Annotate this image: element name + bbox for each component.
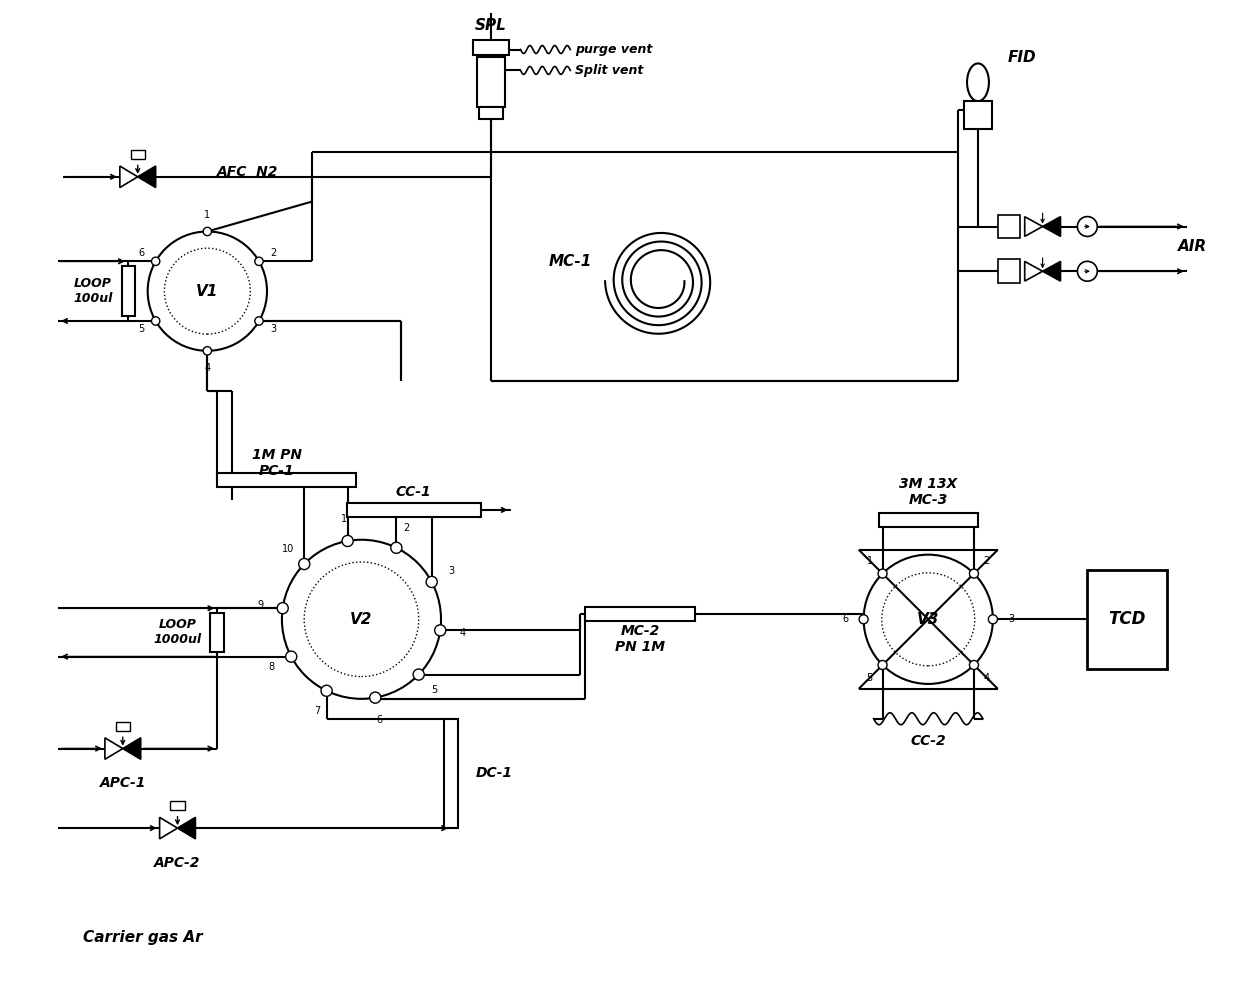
Circle shape (299, 558, 310, 570)
Text: APC-1: APC-1 (99, 777, 146, 790)
FancyBboxPatch shape (998, 214, 1019, 238)
Circle shape (255, 257, 263, 266)
Circle shape (413, 669, 424, 680)
Text: 3M 13X
MC-3: 3M 13X MC-3 (899, 477, 957, 507)
Text: 9: 9 (258, 600, 264, 611)
Text: AIR: AIR (1178, 239, 1207, 254)
Polygon shape (177, 817, 196, 839)
Text: DC-1: DC-1 (476, 767, 513, 781)
FancyBboxPatch shape (444, 718, 458, 828)
Circle shape (435, 624, 446, 636)
Circle shape (277, 603, 288, 614)
Polygon shape (105, 738, 123, 760)
FancyBboxPatch shape (211, 614, 224, 652)
Circle shape (151, 317, 160, 325)
Circle shape (321, 686, 332, 697)
Text: 3: 3 (449, 566, 454, 576)
Text: 5: 5 (138, 324, 144, 334)
Text: 6: 6 (138, 248, 144, 258)
Text: 3: 3 (270, 324, 277, 334)
Text: 2: 2 (403, 523, 409, 533)
Circle shape (151, 257, 160, 266)
Text: APC-2: APC-2 (154, 856, 201, 869)
Circle shape (285, 651, 296, 662)
FancyBboxPatch shape (585, 608, 694, 621)
FancyBboxPatch shape (346, 503, 481, 517)
Polygon shape (123, 738, 140, 760)
Text: SPL: SPL (475, 18, 507, 34)
Text: Split vent: Split vent (575, 64, 644, 77)
Circle shape (878, 660, 887, 670)
Text: 7: 7 (314, 705, 320, 716)
Circle shape (391, 542, 402, 553)
Circle shape (203, 347, 212, 355)
Text: 5: 5 (867, 673, 873, 683)
Circle shape (878, 569, 887, 578)
Text: 4: 4 (983, 673, 990, 683)
Text: 6: 6 (842, 615, 848, 624)
FancyBboxPatch shape (477, 57, 505, 107)
Text: 4: 4 (205, 363, 211, 372)
Polygon shape (1024, 216, 1043, 236)
FancyBboxPatch shape (472, 40, 508, 55)
FancyBboxPatch shape (123, 286, 134, 298)
Text: 1M PN
PC-1: 1M PN PC-1 (252, 449, 301, 478)
Polygon shape (1043, 262, 1060, 282)
Text: CC-1: CC-1 (396, 485, 432, 499)
Text: V3: V3 (918, 612, 940, 626)
FancyBboxPatch shape (1087, 569, 1167, 669)
Text: 4: 4 (459, 628, 465, 638)
FancyBboxPatch shape (122, 267, 135, 316)
Circle shape (988, 615, 997, 623)
Text: 2: 2 (983, 556, 990, 566)
Text: LOOP
100ul: LOOP 100ul (73, 278, 113, 305)
FancyBboxPatch shape (217, 473, 356, 487)
Text: 8: 8 (269, 662, 274, 672)
Circle shape (255, 317, 263, 325)
Circle shape (342, 535, 353, 546)
Text: 2: 2 (270, 248, 277, 258)
Text: FID: FID (1008, 50, 1037, 65)
Text: 1: 1 (867, 556, 873, 566)
FancyBboxPatch shape (878, 513, 978, 527)
Circle shape (427, 576, 438, 588)
Polygon shape (1024, 262, 1043, 282)
Polygon shape (138, 166, 156, 188)
Circle shape (970, 569, 978, 578)
Text: LOOP
1000ul: LOOP 1000ul (154, 618, 202, 646)
FancyBboxPatch shape (998, 259, 1019, 284)
Text: V1: V1 (196, 284, 218, 298)
Text: MC-1: MC-1 (548, 254, 591, 269)
FancyBboxPatch shape (479, 107, 502, 120)
Text: TCD: TCD (1109, 611, 1146, 628)
Text: 1: 1 (205, 209, 211, 219)
Text: 5: 5 (432, 685, 438, 695)
Circle shape (370, 692, 381, 703)
Text: CC-2: CC-2 (910, 734, 946, 748)
Text: purge vent: purge vent (575, 43, 652, 56)
Circle shape (970, 660, 978, 670)
FancyBboxPatch shape (963, 101, 992, 129)
FancyBboxPatch shape (170, 801, 185, 810)
Circle shape (203, 227, 212, 236)
Text: 1: 1 (341, 514, 347, 524)
Circle shape (859, 615, 868, 623)
Text: Carrier gas Ar: Carrier gas Ar (83, 930, 202, 945)
Text: 6: 6 (376, 714, 382, 724)
Text: V2: V2 (350, 612, 373, 626)
Text: 10: 10 (281, 543, 294, 553)
Text: AFC  N2: AFC N2 (217, 165, 279, 179)
FancyBboxPatch shape (130, 150, 145, 159)
Polygon shape (160, 817, 177, 839)
FancyBboxPatch shape (115, 721, 130, 731)
Text: MC-2
PN 1M: MC-2 PN 1M (615, 624, 665, 654)
Text: 3: 3 (1008, 615, 1014, 624)
Polygon shape (120, 166, 138, 188)
Polygon shape (1043, 216, 1060, 236)
